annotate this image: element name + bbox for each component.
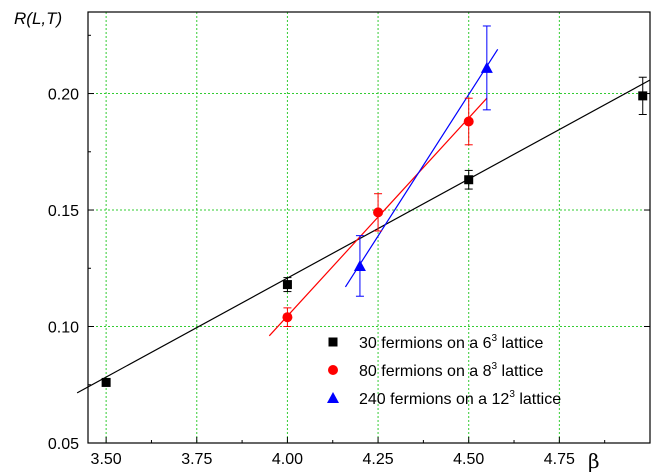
y-tick-label: 0.10 [48, 320, 79, 337]
axis-ticks: 3.50 3.75 4.00 4.25 4.50 4.75 0.05 0.10 0.15 0.20 [48, 34, 650, 468]
fit-line-series-0 [76, 79, 651, 394]
x-axis-label: β [588, 449, 600, 473]
x-tick-label: 4.00 [272, 451, 303, 468]
fit-line-series-2 [344, 48, 499, 288]
data-point-series-0 [101, 377, 111, 387]
legend-name: 80 fermions on a 8 [359, 363, 492, 380]
legend-entry-0: 30 fermions on a 63 lattice [359, 333, 543, 352]
x-tick-label: 4.25 [362, 451, 393, 468]
grid [88, 12, 650, 443]
legend-marker-1 [328, 365, 338, 375]
data-point-series-2 [353, 259, 366, 271]
y-tick-label: 0.05 [48, 436, 79, 453]
data-point-series-0 [464, 175, 474, 185]
legend-marker-0 [328, 337, 338, 347]
y-axis-label: R(L,T) [14, 9, 62, 28]
legend-sup: 3 [492, 361, 498, 372]
data-point-series-0 [282, 280, 292, 290]
data-point-series-2 [480, 61, 493, 73]
data-point-series-1 [373, 207, 384, 218]
legend-suffix: lattice [515, 391, 561, 408]
data-point-series-0 [638, 91, 648, 101]
y-tick-label: 0.15 [48, 203, 79, 220]
legend-suffix: lattice [497, 363, 543, 380]
y-tick-label: 0.20 [48, 87, 79, 104]
x-tick-label: 4.50 [453, 451, 484, 468]
legend-name: 240 fermions on a 12 [359, 391, 509, 408]
data-point-series-1 [463, 116, 474, 127]
legend-entry-1: 80 fermions on a 83 lattice [359, 361, 543, 380]
legend-entry-2: 240 fermions on a 123 lattice [359, 389, 561, 408]
x-tick-label: 3.75 [181, 451, 212, 468]
data-markers [101, 61, 648, 387]
legend-name: 30 fermions on a 6 [359, 335, 492, 352]
legend-sup: 3 [492, 333, 498, 344]
legend-sup: 3 [509, 389, 515, 400]
x-tick-label: 3.50 [91, 451, 122, 468]
data-point-series-1 [282, 312, 293, 323]
x-tick-label: 4.75 [544, 451, 575, 468]
legend-marker-2 [327, 392, 339, 403]
plot-frame [87, 11, 651, 444]
legend-suffix: lattice [497, 335, 543, 352]
